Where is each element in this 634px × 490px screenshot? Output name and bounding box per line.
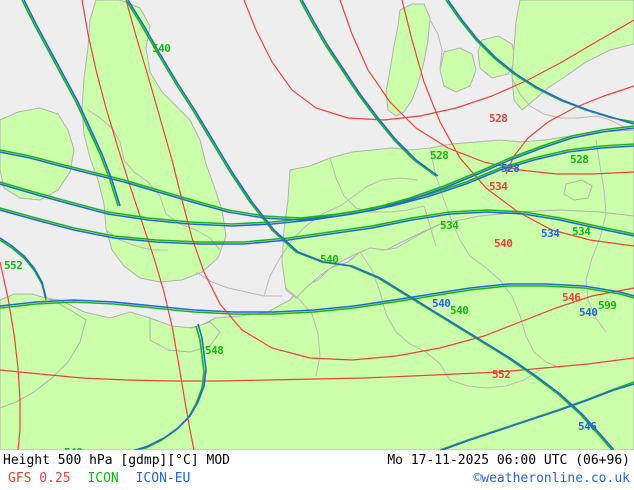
icon-contour-534 [0, 207, 634, 243]
gfs-contour-540 [401, 0, 634, 247]
icon-eu-contour-528 [0, 127, 634, 221]
gfs-contour-552 [0, 357, 634, 382]
land-island-bornholm [563, 179, 593, 201]
border-line-7 [423, 205, 437, 247]
border-line-1 [429, 149, 561, 369]
legend-model-gfs[interactable]: GFS 0.25 [8, 471, 71, 486]
contours-icon-eu [0, 0, 634, 450]
icon-eu-contour-552 [0, 237, 47, 299]
icon-eu-contour-546-se [441, 383, 634, 450]
land-great-britain [81, 0, 227, 283]
icon-eu-contour-nw-3 [301, 0, 439, 177]
map-panel[interactable]: 540 528 528 528 528 534 534 534 534 540 552 540 546 5… [0, 0, 634, 450]
map-canvas[interactable] [0, 0, 634, 450]
model-legend: GFS 0.25 ICON ICON-EU [8, 471, 199, 486]
legend-model-icon-eu[interactable]: ICON-EU [135, 471, 191, 486]
land-ireland [0, 107, 75, 201]
border-line-8 [449, 369, 541, 389]
icon-eu-contour-nw-2 [23, 0, 121, 207]
land-denmark [385, 3, 431, 117]
coast-detail-7 [511, 77, 597, 119]
gfs-contour-west-2 [0, 261, 21, 450]
land-iberia [0, 293, 87, 409]
icon-contour-nw-2 [21, 0, 119, 207]
icon-eu-contour-528b [0, 145, 634, 227]
icon-eu-contour-548 [135, 323, 207, 450]
border-line-4 [285, 287, 321, 377]
border-line-2 [585, 139, 607, 333]
land-danish-islands [439, 47, 477, 93]
chart-title: Height 500 hPa [gdmp][°C] MOD [3, 453, 230, 468]
gfs-contour-534 [339, 0, 634, 175]
coast-detail-4 [123, 159, 167, 215]
border-lines-group [87, 19, 634, 389]
border-line-5 [195, 271, 282, 297]
icon-eu-contour-540-nw [127, 0, 615, 450]
icon-eu-contour-nw-4 [447, 0, 634, 125]
icon-contour-528 [0, 125, 634, 219]
icon-eu-contour-534 [0, 209, 634, 245]
valid-time-text: Mo 17-11-2025 06:00 UTC (06+96) [387, 453, 630, 468]
gfs-contour-528 [243, 0, 634, 121]
icon-contour-nw-3 [299, 0, 437, 177]
icon-contour-528b [0, 143, 634, 225]
legend-model-icon[interactable]: ICON [87, 471, 119, 486]
icon-eu-contour-540 [0, 283, 634, 313]
copyright-text[interactable]: ©weatheronline.co.uk [473, 471, 630, 486]
gfs-contour-546 [125, 0, 634, 361]
footer-legend: Height 500 hPa [gdmp][°C] MOD Mo 17-11-2… [0, 450, 634, 490]
coast-detail-2 [339, 177, 419, 207]
icon-contour-540 [0, 285, 634, 315]
coast-detail-6 [429, 19, 443, 69]
